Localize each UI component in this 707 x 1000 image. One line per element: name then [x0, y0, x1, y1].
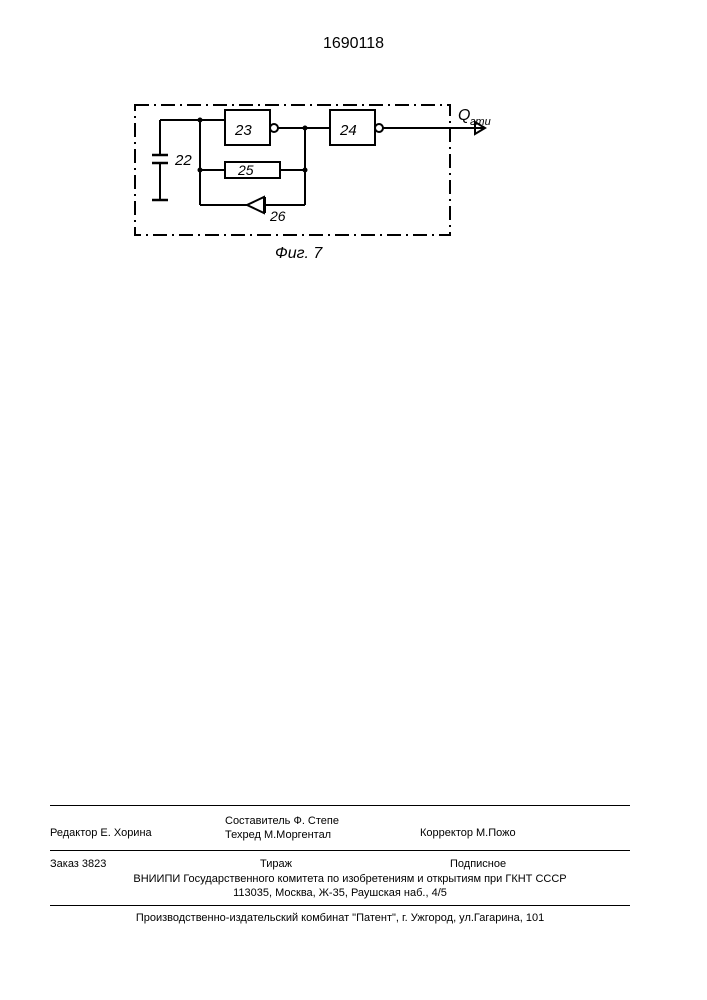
label-23: 23: [234, 122, 252, 139]
page-number: 1690118: [323, 35, 384, 53]
divider-mid: [50, 850, 630, 851]
circuit-diagram: 22 23 24 Q гти: [130, 95, 500, 245]
label-26: 26: [269, 208, 286, 224]
compiler-credit: Составитель Ф. Степе: [225, 815, 339, 827]
institution: ВНИИПИ Государственного комитета по изоб…: [75, 873, 625, 885]
svg-text:гти: гти: [470, 116, 491, 128]
output-label: Q: [458, 107, 470, 124]
subscription: Подписное: [450, 858, 506, 870]
label-24: 24: [339, 122, 357, 139]
proofreader-credit: Корректор М.Пожо: [420, 827, 516, 839]
figure-label: Фиг. 7: [275, 245, 322, 263]
label-25: 25: [237, 162, 254, 178]
diagram-svg: 22 23 24 Q гти: [130, 95, 500, 245]
print-run: Тираж: [260, 858, 292, 870]
editor-credit: Редактор Е. Хорина: [50, 827, 152, 839]
address-2: Производственно-издательский комбинат "П…: [50, 912, 630, 924]
order-num: Заказ 3823: [50, 858, 106, 870]
address-1: 113035, Москва, Ж-35, Раушская наб., 4/5: [50, 887, 630, 899]
label-22: 22: [174, 152, 192, 169]
divider-bottom: [50, 905, 630, 906]
tech-editor-credit: Техред М.Моргентал: [225, 829, 331, 841]
divider-top: [50, 805, 630, 806]
